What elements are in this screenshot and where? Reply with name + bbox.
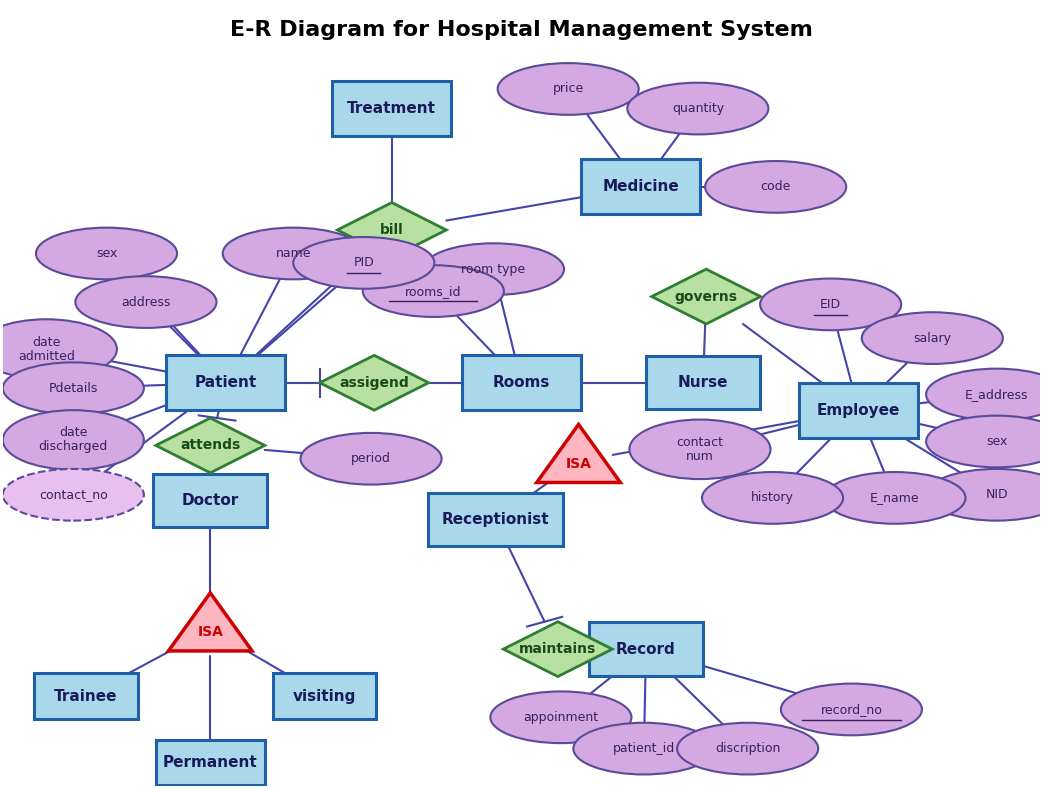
Text: ISA: ISA xyxy=(565,457,591,471)
Ellipse shape xyxy=(0,320,117,379)
Ellipse shape xyxy=(760,279,901,331)
Ellipse shape xyxy=(926,469,1043,521)
Text: Treatment: Treatment xyxy=(347,101,436,116)
Ellipse shape xyxy=(3,469,144,521)
Text: address: address xyxy=(121,296,171,308)
Ellipse shape xyxy=(498,63,638,115)
FancyBboxPatch shape xyxy=(589,623,703,675)
Ellipse shape xyxy=(3,362,144,414)
Ellipse shape xyxy=(75,276,217,328)
Ellipse shape xyxy=(363,265,504,317)
Text: contact_no: contact_no xyxy=(39,488,107,501)
Ellipse shape xyxy=(677,723,818,775)
Ellipse shape xyxy=(35,227,177,279)
FancyBboxPatch shape xyxy=(646,356,760,409)
Ellipse shape xyxy=(490,691,631,743)
Text: governs: governs xyxy=(675,290,737,304)
Polygon shape xyxy=(537,424,621,483)
Ellipse shape xyxy=(627,83,769,134)
Text: code: code xyxy=(760,181,791,193)
Text: maintains: maintains xyxy=(519,642,597,656)
FancyBboxPatch shape xyxy=(155,740,265,785)
FancyBboxPatch shape xyxy=(272,673,377,719)
Text: period: period xyxy=(351,452,391,466)
Text: visiting: visiting xyxy=(293,689,356,704)
Text: appoinment: appoinment xyxy=(524,711,599,724)
Text: name: name xyxy=(275,247,311,260)
Text: Nurse: Nurse xyxy=(678,376,728,391)
FancyBboxPatch shape xyxy=(153,473,267,527)
Polygon shape xyxy=(320,355,429,410)
Text: Trainee: Trainee xyxy=(54,689,118,704)
Ellipse shape xyxy=(926,368,1043,421)
Text: assigend: assigend xyxy=(339,376,409,390)
Polygon shape xyxy=(169,593,252,651)
Text: rooms_id: rooms_id xyxy=(405,285,462,297)
FancyBboxPatch shape xyxy=(332,81,452,136)
Text: discription: discription xyxy=(714,742,780,755)
Text: NID: NID xyxy=(986,488,1008,501)
Text: Permanent: Permanent xyxy=(163,755,258,770)
Ellipse shape xyxy=(862,312,1003,364)
Text: PID: PID xyxy=(354,256,374,269)
Text: Receptionist: Receptionist xyxy=(442,512,550,527)
Ellipse shape xyxy=(300,433,441,484)
Text: attends: attends xyxy=(180,439,240,452)
Ellipse shape xyxy=(705,161,846,213)
Text: Employee: Employee xyxy=(817,402,900,417)
Text: Patient: Patient xyxy=(195,376,257,391)
FancyBboxPatch shape xyxy=(34,673,138,719)
Text: date
admitted: date admitted xyxy=(18,335,75,363)
Text: Record: Record xyxy=(616,641,676,656)
Text: Rooms: Rooms xyxy=(492,376,551,391)
Ellipse shape xyxy=(824,472,966,524)
Text: salary: salary xyxy=(914,331,951,345)
Ellipse shape xyxy=(781,683,922,735)
Polygon shape xyxy=(155,418,265,473)
Text: record_no: record_no xyxy=(821,703,882,716)
Ellipse shape xyxy=(574,723,714,775)
Text: E_address: E_address xyxy=(965,388,1028,401)
Text: room type: room type xyxy=(461,263,526,275)
Text: Medicine: Medicine xyxy=(603,179,679,194)
Text: ISA: ISA xyxy=(197,625,223,639)
Ellipse shape xyxy=(702,472,843,524)
Polygon shape xyxy=(337,203,446,257)
FancyBboxPatch shape xyxy=(799,383,918,438)
Text: E-R Diagram for Hospital Management System: E-R Diagram for Hospital Management Syst… xyxy=(231,21,812,40)
Text: date
discharged: date discharged xyxy=(39,426,107,454)
Ellipse shape xyxy=(293,237,434,289)
Text: patient_id: patient_id xyxy=(613,742,675,755)
Text: sex: sex xyxy=(96,247,117,260)
FancyBboxPatch shape xyxy=(166,355,286,410)
Text: quantity: quantity xyxy=(672,102,724,115)
FancyBboxPatch shape xyxy=(428,493,563,547)
Polygon shape xyxy=(504,622,612,676)
FancyBboxPatch shape xyxy=(462,355,581,410)
Ellipse shape xyxy=(3,410,144,469)
Text: history: history xyxy=(751,492,794,504)
Text: Doctor: Doctor xyxy=(181,493,239,508)
Text: E_name: E_name xyxy=(870,492,920,504)
Ellipse shape xyxy=(926,416,1043,467)
Polygon shape xyxy=(652,269,760,324)
Text: bill: bill xyxy=(380,223,404,237)
Ellipse shape xyxy=(423,243,564,295)
Text: EID: EID xyxy=(820,298,842,311)
Text: price: price xyxy=(553,83,584,95)
Text: contact
num: contact num xyxy=(677,436,724,463)
Ellipse shape xyxy=(223,227,364,279)
Text: Pdetails: Pdetails xyxy=(49,382,98,394)
FancyBboxPatch shape xyxy=(581,159,701,215)
Ellipse shape xyxy=(629,420,771,479)
Text: sex: sex xyxy=(986,435,1008,448)
